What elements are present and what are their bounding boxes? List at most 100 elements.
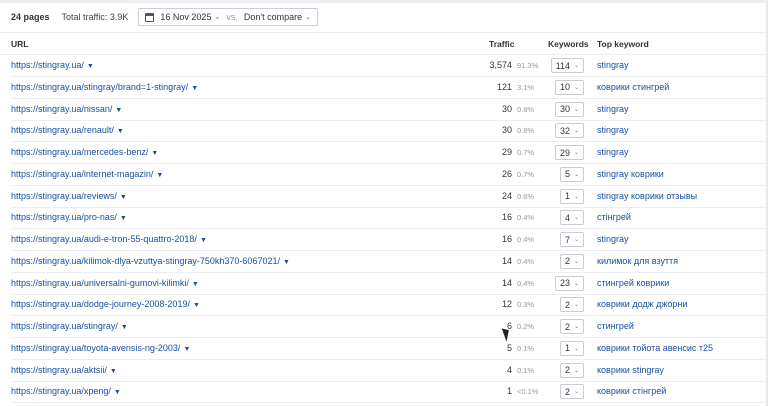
caret-down-icon[interactable]: ▼ (191, 84, 199, 92)
url-text[interactable]: https://stingray.ua/nissan/ (11, 103, 113, 114)
url-link[interactable]: https://stingray.ua/internet-magazin/▼ (11, 169, 163, 179)
caret-down-icon[interactable]: ▼ (282, 258, 290, 266)
url-text[interactable]: https://stingray.ua/kilimok-dlya-vzuttya… (11, 255, 280, 266)
keywords-dropdown[interactable]: 2 ⌄ (559, 319, 584, 334)
url-text[interactable]: https://stingray.ua/renault/ (11, 125, 114, 136)
caret-down-icon[interactable]: ▼ (183, 345, 191, 353)
url-link[interactable]: https://stingray.ua/▼ (11, 60, 94, 70)
keywords-dropdown[interactable]: 2 ⌄ (559, 384, 584, 400)
caret-down-icon[interactable]: ▼ (156, 171, 164, 179)
keywords-dropdown[interactable]: 1 ⌄ (559, 188, 584, 204)
column-header-url[interactable]: URL (11, 39, 29, 49)
url-text[interactable]: https://stingray.ua/xpeng/ (11, 386, 111, 397)
url-link[interactable]: https://stingray.ua/universalni-gumovi-k… (11, 278, 199, 288)
url-link[interactable]: https://stingray.ua/dodge-journey-2008-2… (11, 299, 200, 309)
keywords-dropdown[interactable]: 30 ⌄ (554, 101, 584, 117)
url-link[interactable]: https://stingray.ua/toyota-avensis-ng-20… (11, 343, 190, 353)
chevron-down-icon: ⌄ (573, 324, 579, 330)
top-keyword-link[interactable]: stingray (597, 147, 629, 157)
url-text[interactable]: https://stingray.ua/stingray/brand=1-sti… (11, 81, 189, 92)
url-link[interactable]: https://stingray.ua/kilimok-dlya-vzuttya… (11, 256, 290, 266)
caret-down-icon[interactable]: ▼ (119, 215, 127, 223)
url-text[interactable]: https://stingray.ua/mercedes-benz/ (11, 147, 149, 157)
keywords-dropdown[interactable]: 2 ⌄ (559, 253, 584, 269)
keywords-dropdown[interactable]: 23 ⌄ (554, 275, 584, 291)
url-link[interactable]: https://stingray.ua/stingray/brand=1-sti… (11, 82, 198, 92)
caret-down-icon[interactable]: ▼ (119, 193, 127, 201)
keywords-count: 30 (559, 104, 570, 114)
url-text[interactable]: https://stingray.ua/aktsii/ (11, 364, 107, 375)
caret-down-icon[interactable]: ▼ (86, 63, 94, 70)
url-link[interactable]: https://stingray.ua/audi-e-tron-55-quatt… (11, 234, 207, 244)
url-link[interactable]: https://stingray.ua/mercedes-benz/▼ (11, 147, 158, 157)
top-keyword-link[interactable]: коврики stingray (597, 364, 664, 375)
caret-down-icon[interactable]: ▼ (116, 128, 124, 136)
keywords-dropdown[interactable]: 32 ⌄ (554, 123, 584, 139)
url-text[interactable]: https://stingray.ua/internet-magazin/ (11, 168, 154, 179)
caret-down-icon[interactable]: ▼ (115, 106, 123, 114)
top-keyword-link[interactable]: коврики стінгрей (597, 386, 667, 397)
divider (0, 54, 766, 55)
url-link[interactable]: https://stingray.ua/renault/▼ (11, 125, 124, 135)
url-text[interactable]: https://stingray.ua/reviews/ (11, 190, 117, 201)
table-row: https://stingray.ua/dodge-journey-2008-2… (0, 294, 766, 317)
keywords-dropdown[interactable]: 2 ⌄ (559, 297, 584, 313)
url-text[interactable]: https://stingray.ua/ (11, 60, 84, 70)
column-header-traffic[interactable]: Traffic (489, 39, 515, 49)
url-link[interactable]: https://stingray.ua/xpeng/▼ (11, 386, 121, 396)
url-link[interactable]: https://stingray.ua/nissan/▼ (11, 104, 122, 114)
caret-down-icon[interactable]: ▼ (120, 324, 128, 331)
url-text[interactable]: https://stingray.ua/stingray/ (11, 321, 118, 331)
url-text[interactable]: https://stingray.ua/audi-e-tron-55-quatt… (11, 234, 197, 244)
top-keyword-link[interactable]: стингрей (597, 321, 634, 331)
url-link[interactable]: https://stingray.ua/reviews/▼ (11, 191, 127, 201)
top-keyword-link[interactable]: stingray (597, 103, 629, 114)
keywords-count: 114 (555, 60, 570, 71)
top-keyword-link[interactable]: стингрей коврики (597, 277, 670, 288)
caret-down-icon[interactable]: ▼ (199, 237, 207, 244)
top-keyword-link[interactable]: коврики тойота авенсис т25 (597, 342, 714, 353)
top-keyword-link[interactable]: stingray (597, 234, 629, 244)
date-picker[interactable]: 16 Nov 2025 ⌄ vs. Don't compare ⌄ (138, 8, 318, 26)
chevron-down-icon: ⌄ (573, 84, 579, 91)
url-text[interactable]: https://stingray.ua/dodge-journey-2008-2… (11, 299, 190, 310)
scrollbar-track[interactable] (766, 0, 768, 406)
keywords-dropdown[interactable]: 10 ⌄ (554, 79, 584, 95)
top-keyword-link[interactable]: стінгрей (597, 212, 631, 223)
column-header-top-keyword[interactable]: Top keyword (597, 39, 649, 49)
top-keyword-link[interactable]: коврики стингрей (597, 81, 670, 92)
top-keyword-link[interactable]: килимок для взуття (597, 255, 679, 266)
top-keyword-link[interactable]: коврики додж джорни (597, 299, 688, 310)
keywords-dropdown[interactable]: 29 ⌄ (554, 145, 584, 160)
caret-down-icon[interactable]: ▼ (192, 302, 200, 310)
traffic-share: 0.8% (517, 104, 535, 114)
column-header-keywords[interactable]: Keywords (548, 39, 589, 49)
keywords-dropdown[interactable]: 114 ⌄ (550, 58, 584, 73)
caret-down-icon[interactable]: ▼ (191, 280, 199, 288)
table-row: https://stingray.ua/nissan/▼ 30 0.8% 30 ⌄ sti… (0, 99, 766, 121)
table-row: https://stingray.ua/internet-magazin/▼ 26… (0, 164, 766, 186)
top-keyword-link[interactable]: stingray (597, 125, 629, 136)
url-link[interactable]: https://stingray.ua/aktsii/▼ (11, 365, 117, 375)
keywords-dropdown[interactable]: 1 ⌄ (559, 340, 584, 356)
top-keyword-link[interactable]: stingray коврики (597, 168, 664, 179)
url-text[interactable]: https://stingray.ua/toyota-avensis-ng-20… (11, 342, 181, 353)
traffic-share: 0.2% (517, 322, 535, 331)
url-link[interactable]: https://stingray.ua/pro-nas/▼ (11, 212, 127, 222)
keywords-dropdown[interactable]: 4 ⌄ (559, 210, 584, 226)
caret-down-icon[interactable]: ▼ (109, 367, 117, 375)
top-keyword-link[interactable]: stingray (597, 60, 629, 70)
keywords-dropdown[interactable]: 5 ⌄ (559, 166, 584, 182)
url-text[interactable]: https://stingray.ua/pro-nas/ (11, 212, 117, 223)
traffic-value: 121 (496, 81, 512, 92)
url-text[interactable]: https://stingray.ua/universalni-gumovi-k… (11, 277, 189, 288)
keywords-dropdown[interactable]: 7 ⌄ (559, 232, 584, 247)
keywords-dropdown[interactable]: 2 ⌄ (559, 362, 584, 378)
url-link[interactable]: https://stingray.ua/stingray/▼ (11, 321, 128, 331)
chevron-down-icon: ⌄ (573, 345, 579, 352)
top-keyword-link[interactable]: stingray коврики отзывы (597, 190, 698, 201)
caret-down-icon[interactable]: ▼ (113, 389, 121, 397)
date-value: 16 Nov 2025 (160, 12, 212, 22)
traffic-value: 14 (501, 277, 512, 288)
caret-down-icon[interactable]: ▼ (151, 150, 159, 157)
